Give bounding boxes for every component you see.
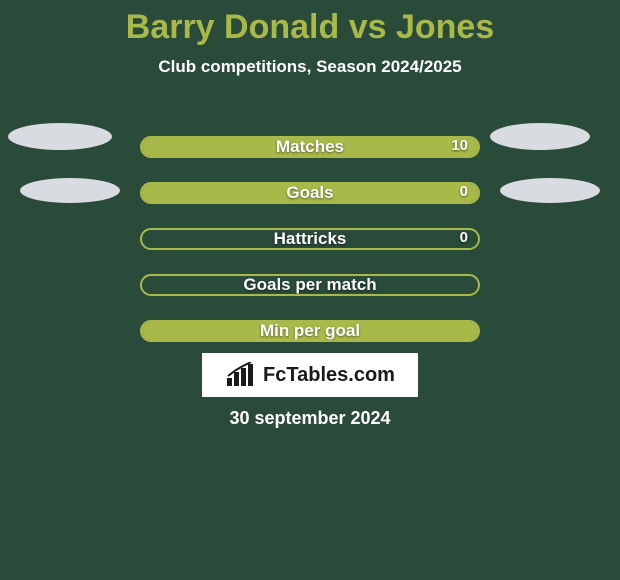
stat-label: Matches	[142, 138, 478, 156]
stat-label: Goals per match	[142, 276, 478, 294]
date-text: 30 september 2024	[0, 408, 620, 429]
stat-row: Matches10	[0, 124, 620, 170]
stat-label: Hattricks	[142, 230, 478, 248]
stat-bar-track: Goals per match	[140, 274, 480, 296]
stat-bar-track: Matches	[140, 136, 480, 158]
page-subtitle: Club competitions, Season 2024/2025	[0, 57, 620, 77]
comparison-infographic: Barry Donald vs Jones Club competitions,…	[0, 0, 620, 580]
logo-text: FcTables.com	[263, 364, 395, 387]
page-title: Barry Donald vs Jones	[0, 0, 620, 47]
fctables-logo: FcTables.com	[202, 353, 418, 397]
stat-bar-track: Min per goal	[140, 320, 480, 342]
bar-chart-icon	[225, 362, 257, 388]
stat-value-right: 0	[460, 182, 468, 204]
stat-bar-track: Goals	[140, 182, 480, 204]
stat-rows: Matches10Goals0Hattricks0Goals per match…	[0, 124, 620, 354]
stat-value-right: 10	[451, 136, 468, 158]
stat-row: Min per goal	[0, 308, 620, 354]
stat-row: Hattricks0	[0, 216, 620, 262]
stat-row: Goals per match	[0, 262, 620, 308]
stat-row: Goals0	[0, 170, 620, 216]
stat-value-right: 0	[460, 228, 468, 250]
stat-label: Min per goal	[142, 322, 478, 340]
stat-label: Goals	[142, 184, 478, 202]
stat-bar-track: Hattricks	[140, 228, 480, 250]
